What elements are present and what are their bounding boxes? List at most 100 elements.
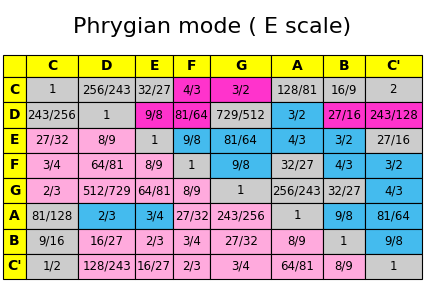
Bar xyxy=(323,77,365,102)
Bar xyxy=(136,128,173,153)
Bar xyxy=(173,228,210,254)
Bar xyxy=(365,77,422,102)
Bar xyxy=(78,102,136,128)
Bar xyxy=(323,178,365,203)
Text: 8/9: 8/9 xyxy=(334,260,353,273)
Text: 2/3: 2/3 xyxy=(97,210,116,222)
Text: 2/3: 2/3 xyxy=(144,235,164,248)
Bar xyxy=(271,55,323,77)
Text: G: G xyxy=(9,184,20,198)
Text: 4/3: 4/3 xyxy=(334,159,353,172)
Bar xyxy=(365,228,422,254)
Bar xyxy=(271,228,323,254)
Bar xyxy=(173,55,210,77)
Text: 3/2: 3/2 xyxy=(287,108,306,121)
Text: 256/243: 256/243 xyxy=(82,83,131,96)
Text: 1: 1 xyxy=(188,159,196,172)
Text: 9/8: 9/8 xyxy=(334,210,353,222)
Text: 16/27: 16/27 xyxy=(90,235,124,248)
Text: 8/9: 8/9 xyxy=(144,159,164,172)
Text: 256/243: 256/243 xyxy=(272,184,321,197)
Text: 32/27: 32/27 xyxy=(137,83,171,96)
Text: 3/4: 3/4 xyxy=(144,210,164,222)
Bar xyxy=(78,77,136,102)
Bar xyxy=(271,178,323,203)
Bar xyxy=(323,102,365,128)
Text: F: F xyxy=(10,158,19,172)
Text: 81/64: 81/64 xyxy=(175,108,209,121)
Text: C: C xyxy=(47,59,57,73)
Bar xyxy=(26,203,78,228)
Bar xyxy=(365,102,422,128)
Text: 9/8: 9/8 xyxy=(384,235,403,248)
Text: 64/81: 64/81 xyxy=(137,184,171,197)
Bar xyxy=(26,55,78,77)
Text: B: B xyxy=(339,59,349,73)
Bar xyxy=(136,203,173,228)
Text: 243/128: 243/128 xyxy=(369,108,418,121)
Text: 2/3: 2/3 xyxy=(42,184,62,197)
Bar xyxy=(210,128,271,153)
Bar xyxy=(365,203,422,228)
Text: 1: 1 xyxy=(103,108,110,121)
Bar xyxy=(3,203,26,228)
Text: 9/8: 9/8 xyxy=(144,108,164,121)
Bar xyxy=(136,178,173,203)
Bar xyxy=(3,77,26,102)
Bar xyxy=(271,203,323,228)
Bar xyxy=(78,128,136,153)
Bar xyxy=(210,228,271,254)
Bar xyxy=(173,153,210,178)
Bar xyxy=(173,178,210,203)
Bar xyxy=(323,254,365,279)
Bar xyxy=(271,254,323,279)
Bar xyxy=(3,128,26,153)
Text: 81/64: 81/64 xyxy=(377,210,410,222)
Bar xyxy=(3,102,26,128)
Bar xyxy=(323,153,365,178)
Text: 9/8: 9/8 xyxy=(182,134,201,147)
Bar xyxy=(136,102,173,128)
Bar xyxy=(78,203,136,228)
Bar xyxy=(323,203,365,228)
Text: 4/3: 4/3 xyxy=(287,134,306,147)
Bar xyxy=(78,254,136,279)
Text: 16/9: 16/9 xyxy=(331,83,357,96)
Bar xyxy=(3,178,26,203)
Bar xyxy=(173,102,210,128)
Text: 8/9: 8/9 xyxy=(97,134,116,147)
Bar xyxy=(3,254,26,279)
Bar xyxy=(323,128,365,153)
Bar xyxy=(365,178,422,203)
Bar xyxy=(78,55,136,77)
Bar xyxy=(271,77,323,102)
Text: 1: 1 xyxy=(390,260,397,273)
Text: 3/4: 3/4 xyxy=(42,159,62,172)
Bar xyxy=(136,153,173,178)
Text: 128/243: 128/243 xyxy=(82,260,131,273)
Text: 32/27: 32/27 xyxy=(327,184,361,197)
Text: 27/16: 27/16 xyxy=(376,134,410,147)
Text: 3/4: 3/4 xyxy=(231,260,250,273)
Text: 8/9: 8/9 xyxy=(287,235,306,248)
Text: 3/2: 3/2 xyxy=(384,159,403,172)
Bar xyxy=(210,153,271,178)
Bar xyxy=(323,55,365,77)
Text: B: B xyxy=(9,234,20,248)
Text: 2/3: 2/3 xyxy=(182,260,201,273)
Text: 16/27: 16/27 xyxy=(137,260,171,273)
Bar xyxy=(3,55,26,77)
Bar xyxy=(173,254,210,279)
Text: 27/32: 27/32 xyxy=(35,134,69,147)
Text: 81/128: 81/128 xyxy=(31,210,73,222)
Bar xyxy=(26,102,78,128)
Bar xyxy=(78,228,136,254)
Bar xyxy=(323,228,365,254)
Text: A: A xyxy=(292,59,302,73)
Bar xyxy=(173,128,210,153)
Text: C': C' xyxy=(7,259,22,274)
Text: 32/27: 32/27 xyxy=(280,159,314,172)
Bar xyxy=(26,254,78,279)
Bar xyxy=(271,153,323,178)
Text: D: D xyxy=(9,108,20,122)
